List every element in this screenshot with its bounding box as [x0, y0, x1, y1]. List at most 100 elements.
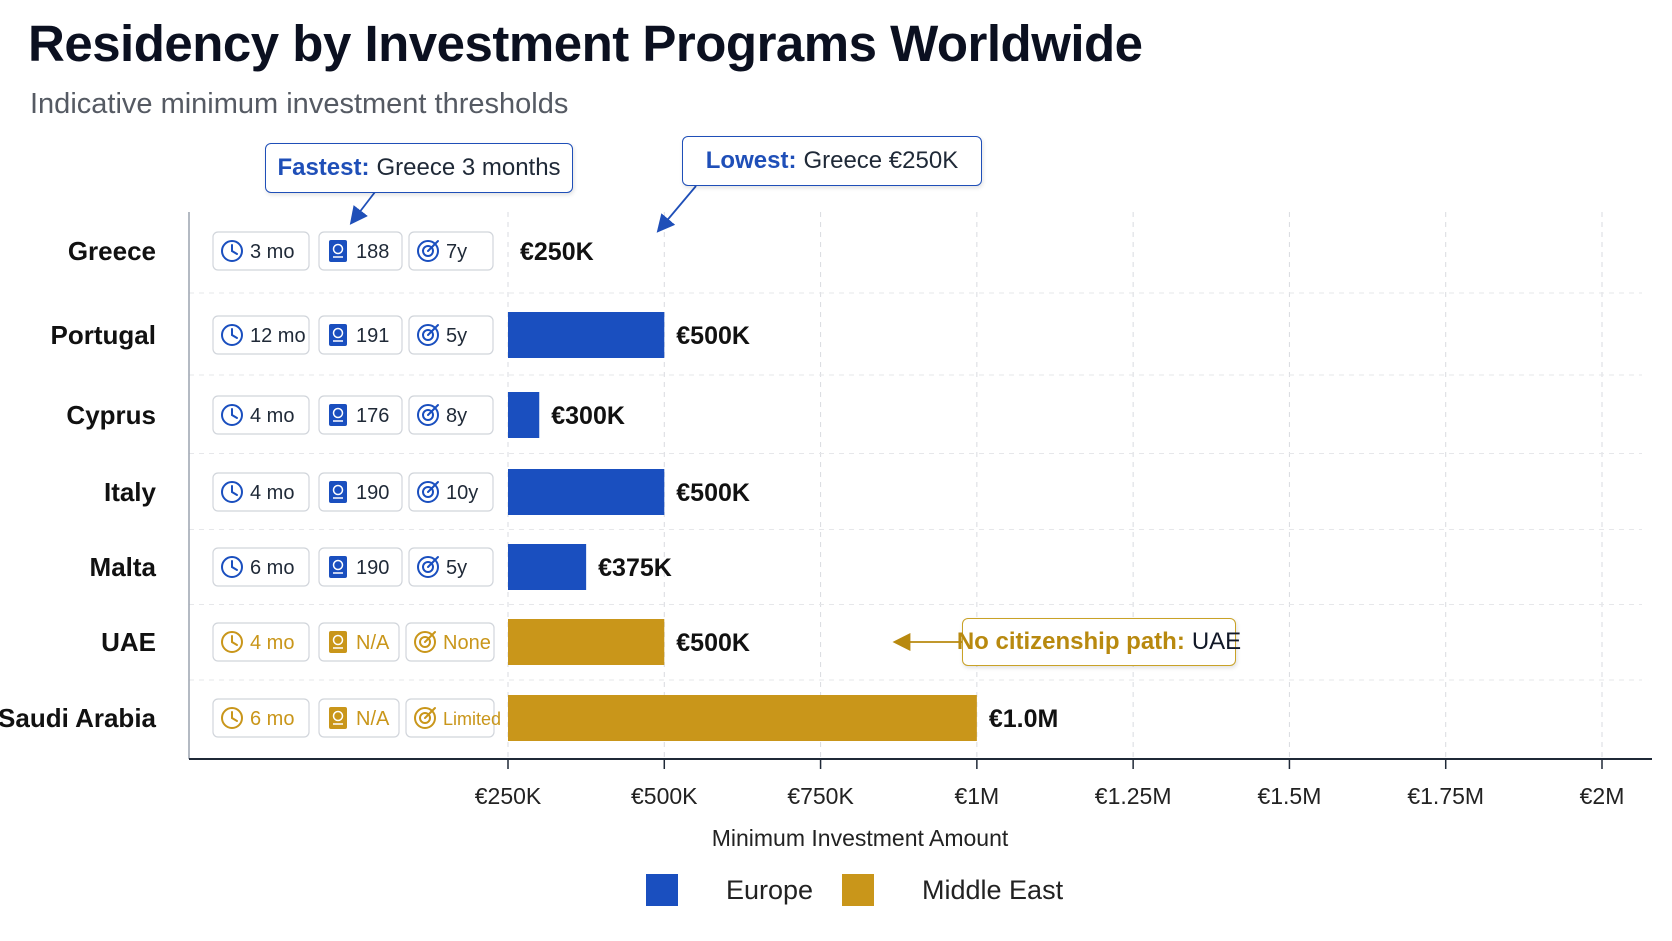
bar: [508, 544, 587, 590]
time-chip: 12 mo: [212, 315, 310, 355]
target-icon-arrow: [427, 404, 439, 416]
target-icon-inner: [419, 636, 431, 648]
bar: [508, 469, 665, 515]
chart-row: Portugal 12 mo 191 5y €500K: [51, 312, 750, 358]
time-chip: 4 mo: [212, 472, 310, 512]
x-tick-label: €2M: [1580, 783, 1625, 809]
x-tick-label: €1.5M: [1257, 783, 1321, 809]
time-chip: 6 mo: [212, 547, 310, 587]
citizenship-chip: None: [405, 622, 495, 662]
bar-value-label: €500K: [676, 479, 750, 507]
fastest-callout-value: Greece 3 months: [376, 154, 561, 181]
chart-row: Greece 3 mo 188 7y €250K: [68, 231, 594, 271]
passport-chip: 176: [318, 395, 403, 435]
passport-chip-value: N/A: [356, 632, 390, 654]
target-icon-outer: [417, 240, 439, 262]
x-tick-label: €750K: [787, 783, 854, 809]
time-chip-value: 3 mo: [250, 241, 294, 263]
target-icon-outer: [417, 481, 439, 503]
target-icon-outer: [414, 631, 436, 653]
lowest-callout: Lowest: Greece €250K: [682, 136, 982, 186]
target-icon-arrow: [424, 707, 436, 719]
passport-chip: N/A: [318, 698, 400, 738]
x-tick-label: €1.25M: [1095, 783, 1172, 809]
category-label: Greece: [68, 236, 156, 266]
citizenship-chip-value: 8y: [446, 405, 467, 427]
x-tick-label: €250K: [475, 783, 542, 809]
time-chip-value: 6 mo: [250, 708, 294, 730]
time-chip-value: 4 mo: [250, 482, 294, 504]
time-chip: 4 mo: [212, 622, 310, 662]
legend-item-middle-east: Middle East: [842, 874, 1063, 906]
chart-row: UAE 4 mo N/A None €500K: [101, 619, 750, 665]
bar-value-label: €500K: [676, 629, 750, 657]
clock-icon-face: [221, 324, 243, 346]
citizenship-chip: 8y: [408, 395, 494, 435]
target-icon-outer: [414, 707, 436, 729]
citizenship-chip-value: 5y: [446, 325, 467, 347]
chart-title: Residency by Investment Programs Worldwi…: [28, 15, 1143, 72]
citizenship-chip-value: None: [443, 632, 491, 654]
bar-value-label: €250K: [520, 238, 594, 266]
time-chip: 3 mo: [212, 231, 310, 271]
clock-icon-face: [221, 481, 243, 503]
passport-icon-cover: [329, 556, 347, 578]
citizenship-chip: 7y: [408, 231, 494, 271]
target-icon-inner: [422, 561, 434, 573]
citizenship-chip-value: 10y: [446, 482, 478, 504]
passport-chip-value: 191: [356, 325, 389, 347]
legend-swatch-middle-east: [842, 874, 874, 906]
bar: [508, 619, 665, 665]
no-citizenship-callout-value: UAE: [1191, 628, 1242, 655]
target-icon-inner: [419, 712, 431, 724]
target-icon-arrow: [424, 631, 436, 643]
bar: [508, 312, 665, 358]
bar-value-label: €375K: [598, 554, 672, 582]
clock-icon-hands: [231, 635, 238, 646]
target-icon-arrow: [427, 481, 439, 493]
chart-subtitle: Indicative minimum investment thresholds: [30, 88, 569, 120]
time-chip: 6 mo: [212, 698, 310, 738]
clock-icon-face: [221, 240, 243, 262]
x-axis-label: Minimum Investment Amount: [712, 825, 1009, 851]
time-chip-value: 12 mo: [250, 325, 306, 347]
category-label: UAE: [101, 627, 156, 657]
no-citizenship-callout-label: No citizenship path:: [956, 628, 1185, 655]
bar-value-label: €500K: [676, 322, 750, 350]
citizenship-chip: 10y: [408, 472, 494, 512]
clock-icon-hands: [231, 328, 238, 339]
citizenship-chip-value: 7y: [446, 241, 467, 263]
passport-chip: 190: [318, 472, 403, 512]
passport-icon-globe: [332, 484, 344, 496]
passport-chip-value: 190: [356, 482, 389, 504]
category-label: Cyprus: [66, 400, 156, 430]
passport-chip: 188: [318, 231, 403, 271]
clock-icon-face: [221, 631, 243, 653]
legend-swatch-europe: [646, 874, 678, 906]
category-label: Italy: [104, 477, 157, 507]
target-icon-inner: [422, 245, 434, 257]
chart-row: Cyprus 4 mo 176 8y €300K: [66, 392, 625, 438]
x-tick-label: €500K: [631, 783, 698, 809]
category-label: Malta: [90, 552, 157, 582]
x-tick-label: €1.75M: [1407, 783, 1484, 809]
chart-row: Italy 4 mo 190 10y €500K: [104, 469, 750, 515]
chart-row: Malta 6 mo 190 5y €375K: [90, 544, 672, 590]
legend-label-middle-east: Middle East: [922, 874, 1064, 905]
bar-value-label: €1.0M: [989, 705, 1058, 733]
passport-chip-value: 188: [356, 241, 389, 263]
citizenship-chip: 5y: [408, 547, 494, 587]
passport-icon-cover: [329, 481, 347, 503]
clock-icon-hands: [231, 244, 238, 255]
passport-chip: 190: [318, 547, 403, 587]
passport-icon-cover: [329, 707, 347, 729]
clock-icon-face: [221, 556, 243, 578]
target-icon-inner: [422, 486, 434, 498]
chart-row: Saudi Arabia 6 mo N/A Limited €1.0M: [0, 695, 1058, 741]
fastest-callout-arrow: [349, 191, 376, 225]
time-chip-value: 6 mo: [250, 557, 294, 579]
fastest-callout: Fastest: Greece 3 months: [265, 143, 573, 193]
legend-label-europe: Europe: [726, 874, 814, 905]
passport-chip-value: 190: [356, 557, 389, 579]
